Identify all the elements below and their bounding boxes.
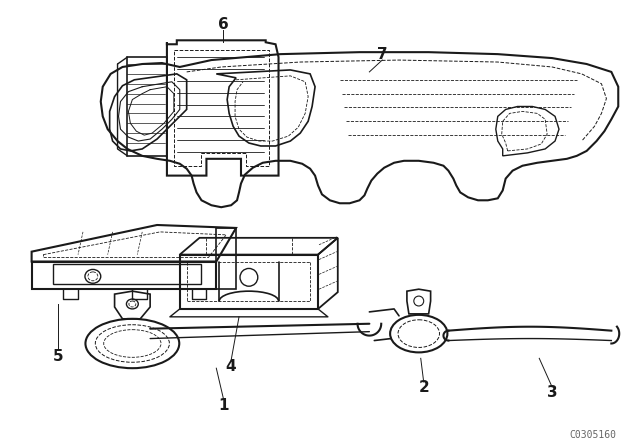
Text: 7: 7 [377,47,388,62]
Text: 2: 2 [419,380,429,396]
Text: 3: 3 [547,385,557,401]
Text: 6: 6 [218,17,228,32]
Text: 4: 4 [226,359,236,374]
Text: C0305160: C0305160 [569,431,616,440]
Text: 5: 5 [53,349,63,364]
Text: 1: 1 [218,398,228,413]
